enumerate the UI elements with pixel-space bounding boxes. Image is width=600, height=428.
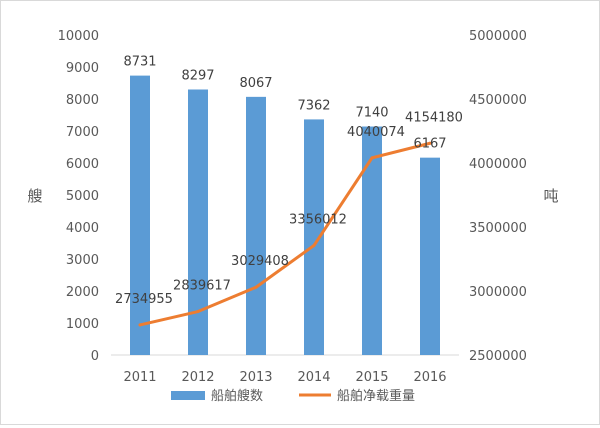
y-left-tick-label: 7000: [66, 125, 99, 140]
y-left-tick-label: 9000: [66, 61, 99, 76]
line-point: [254, 285, 258, 289]
bar-data-label: 7362: [297, 98, 330, 113]
bar-data-label: 8731: [123, 55, 156, 70]
legend-bar-swatch: [171, 391, 205, 400]
x-tick-label: 2014: [297, 370, 330, 385]
bar-data-label: 6167: [413, 137, 446, 152]
y-right-axis-title: 吨: [543, 187, 558, 205]
y-left-tick-label: 5000: [66, 189, 99, 204]
series-line: [138, 141, 432, 327]
legend-line-label: 船舶净载重量: [337, 388, 415, 404]
bar: [188, 89, 208, 355]
x-tick-label: 2015: [355, 370, 388, 385]
y-left-tick-label: 4000: [66, 221, 99, 236]
line-point: [138, 323, 142, 327]
bar: [362, 126, 382, 356]
y-right-tick-label: 3500000: [469, 221, 527, 236]
x-tick-label: 2016: [413, 370, 446, 385]
x-tick-label: 2011: [123, 370, 156, 385]
bar-data-label: 8067: [239, 76, 272, 91]
y-left-tick-label: 6000: [66, 157, 99, 172]
line-point: [312, 243, 316, 247]
x-tick-label: 2012: [181, 370, 214, 385]
bar-data-label: 8297: [181, 68, 214, 83]
y-right-tick-label: 4500000: [469, 93, 527, 108]
legend-bar-label: 船舶艘数: [211, 388, 263, 404]
line-point: [370, 156, 374, 160]
bar: [304, 119, 324, 355]
y-right-tick-label: 4000000: [469, 157, 527, 172]
line-data-label: 4154180: [405, 110, 463, 125]
y-left-tick-label: 3000: [66, 253, 99, 268]
y-left-axis-title: 艘: [27, 187, 42, 205]
bar-data-label: 7140: [355, 106, 388, 121]
y-left-tick-label: 2000: [66, 285, 99, 300]
bar: [130, 75, 150, 355]
y-right-tick-label: 2500000: [469, 349, 527, 364]
y-right-tick-label: 5000000: [469, 29, 527, 44]
x-tick-label: 2013: [239, 370, 272, 385]
y-left-tick-label: 0: [91, 349, 99, 364]
line-data-label: 2734955: [115, 292, 173, 307]
line-point: [196, 310, 200, 314]
line-point: [428, 141, 432, 145]
bar: [246, 96, 266, 355]
line-data-label: 2839617: [173, 279, 231, 294]
y-left-tick-label: 1000: [66, 317, 99, 332]
line-data-label: 3029408: [231, 254, 289, 269]
y-left-tick-label: 8000: [66, 93, 99, 108]
y-right-tick-label: 3000000: [469, 285, 527, 300]
line-data-label: 4040074: [347, 125, 405, 140]
y-left-tick-label: 10000: [58, 29, 99, 44]
bar: [420, 157, 440, 355]
line-data-label: 3356012: [289, 212, 347, 227]
